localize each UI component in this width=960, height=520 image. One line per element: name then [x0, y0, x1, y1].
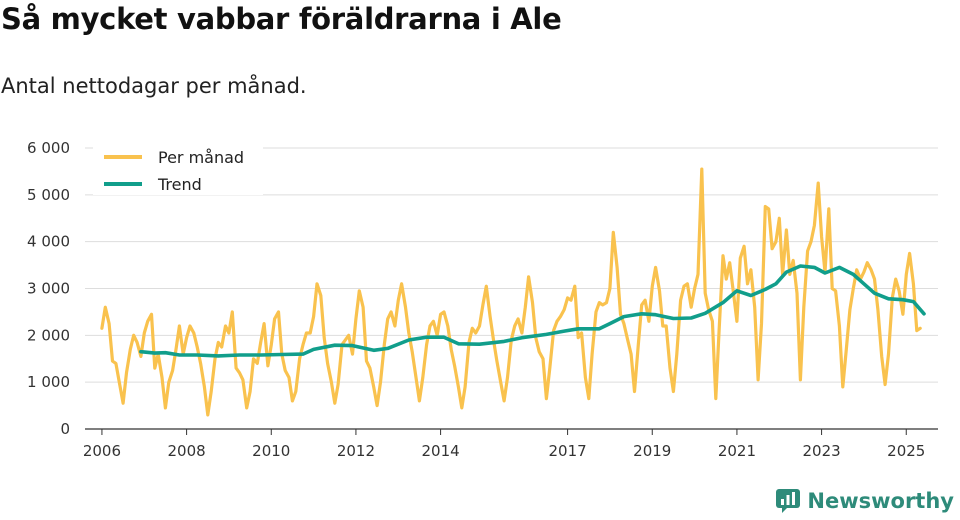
y-tick-label: 1 000	[27, 373, 70, 391]
x-tick-label: 2008	[168, 442, 206, 460]
x-tick-label: 2021	[718, 442, 756, 460]
series-line-per-manad	[100, 167, 922, 417]
legend-label: Trend	[157, 175, 202, 194]
y-tick-label: 5 000	[27, 186, 70, 204]
x-tick-label: 2019	[633, 442, 671, 460]
series-group	[100, 167, 926, 417]
y-tick-label: 6 000	[27, 139, 70, 157]
axes: 0 1 000 2 000 3 000 4 000 5 000 6 000 2006 2008 2…	[27, 139, 938, 460]
y-tick-label: 3 000	[27, 280, 70, 298]
x-tick-label: 2006	[83, 442, 121, 460]
y-tick-label: 4 000	[27, 233, 70, 251]
x-tick-label: 2017	[548, 442, 586, 460]
chart-subtitle: Antal nettodagar per månad.	[1, 74, 307, 98]
x-tick-label: 2012	[337, 442, 375, 460]
legend-background	[93, 143, 263, 195]
x-tick-label: 2025	[887, 442, 925, 460]
legend: Per månad Trend	[93, 143, 263, 195]
chart-title: Så mycket vabbar föräldrarna i Ale	[1, 2, 562, 36]
y-tick-label: 0	[60, 420, 70, 438]
x-tick-label: 2014	[421, 442, 459, 460]
y-tick-label: 2 000	[27, 326, 70, 344]
x-tick-label: 2010	[252, 442, 290, 460]
x-tick-label: 2023	[802, 442, 840, 460]
series-line-trend	[139, 264, 926, 358]
legend-label: Per månad	[158, 148, 244, 167]
brand-name: Newsworthy	[807, 489, 954, 513]
newsworthy-logo-icon	[776, 489, 801, 513]
brand: Newsworthy	[775, 488, 954, 514]
